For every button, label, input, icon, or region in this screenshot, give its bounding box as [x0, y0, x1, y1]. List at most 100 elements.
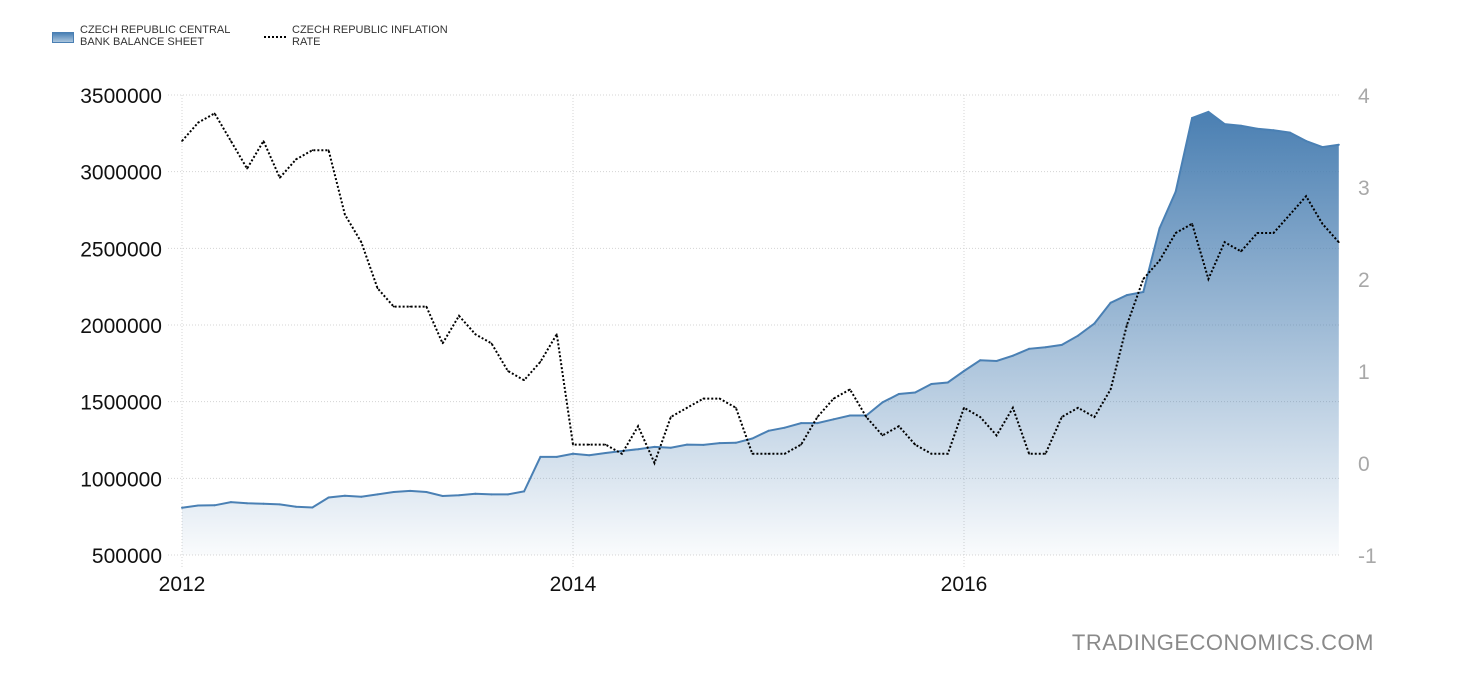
balance-sheet-point	[392, 491, 395, 493]
inflation-rate-point	[702, 397, 705, 400]
inflation-rate-point	[246, 167, 248, 170]
balance-sheet-point	[1223, 123, 1226, 126]
balance-sheet-point	[1240, 124, 1242, 127]
inflation-rate-point	[637, 425, 639, 428]
inflation-rate-point	[930, 453, 933, 455]
balance-sheet-point	[1272, 129, 1275, 132]
inflation-rate-point	[213, 112, 216, 115]
inflation-rate-point	[1012, 407, 1014, 409]
balance-sheet-point	[751, 437, 754, 440]
balance-sheet-point	[376, 493, 379, 496]
inflation-rate-point	[1338, 241, 1340, 243]
y-right-tick-label: 4	[1358, 85, 1370, 108]
inflation-rate-point	[767, 453, 770, 455]
inflation-rate-point	[979, 416, 981, 418]
inflation-rate-point	[653, 462, 656, 464]
balance-sheet-point	[539, 455, 542, 458]
legend-item-inflation-rate[interactable]: CZECH REPUBLIC INFLATION RATE	[264, 24, 462, 48]
balance-sheet-point	[1044, 346, 1047, 349]
balance-sheet-point	[311, 506, 314, 509]
inflation-rate-point	[686, 407, 688, 409]
balance-sheet-point	[800, 422, 803, 425]
inflation-rate-point	[963, 407, 965, 409]
balance-sheet-point	[1158, 227, 1161, 230]
inflation-rate-point	[1207, 278, 1210, 280]
y-right-tick-label: 1	[1358, 361, 1370, 384]
balance-sheet-point	[425, 491, 428, 493]
balance-sheet-point	[1174, 190, 1177, 193]
x-tick-label: 2014	[550, 573, 597, 596]
y-right-tick-label: 3	[1358, 177, 1370, 200]
balance-sheet-point	[637, 448, 640, 451]
inflation-rate-point	[865, 416, 868, 418]
inflation-rate-point	[181, 140, 183, 142]
x-tick-label: 2016	[941, 573, 988, 596]
balance-sheet-point	[360, 495, 363, 498]
inflation-rate-point	[1321, 223, 1324, 225]
inflation-rate-point	[947, 453, 949, 455]
inflation-rate-point	[441, 342, 444, 345]
x-tick-label: 2012	[159, 573, 206, 596]
inflation-rate-point	[751, 453, 754, 455]
inflation-rate-point	[898, 425, 900, 428]
balance-sheet-point	[686, 443, 688, 446]
balance-sheet-point	[197, 504, 200, 507]
inflation-rate-point	[1109, 388, 1112, 391]
balance-sheet-point	[278, 503, 281, 506]
balance-sheet-point	[1011, 354, 1014, 357]
inflation-rate-point	[1126, 324, 1128, 326]
balance-sheet-point	[653, 445, 656, 448]
balance-sheet-point	[767, 429, 770, 432]
legend-label-balance-sheet: CZECH REPUBLIC CENTRAL BANK BALANCE SHEE…	[80, 24, 230, 48]
balance-sheet-point	[881, 401, 884, 404]
inflation-rate-point	[1158, 259, 1161, 262]
y-left-tick-label: 2000000	[80, 315, 162, 338]
inflation-rate-point	[1142, 278, 1145, 280]
inflation-rate-point	[914, 443, 916, 446]
y-left-tick-label: 3000000	[80, 162, 162, 185]
y-left-tick-label: 1000000	[80, 468, 162, 491]
balance-sheet-point	[1077, 334, 1079, 337]
inflation-rate-point	[1028, 453, 1030, 455]
balance-sheet-point	[213, 504, 216, 507]
balance-sheet-point	[506, 493, 509, 496]
inflation-rate-point	[279, 177, 281, 179]
legend-label-inflation-rate: CZECH REPUBLIC INFLATION RATE	[292, 24, 448, 48]
inflation-rate-point	[816, 416, 819, 418]
inflation-rate-point	[800, 443, 802, 446]
inflation-rate-point	[360, 241, 363, 243]
balance-sheet-point	[1305, 140, 1308, 142]
balance-sheet-point	[1191, 117, 1194, 119]
inflation-rate-point	[1093, 416, 1096, 418]
inflation-rate-point	[458, 315, 460, 317]
inflation-rate-point	[262, 140, 265, 142]
inflation-rate-point	[832, 397, 835, 400]
inflation-rate-point	[1256, 232, 1259, 234]
inflation-rate-point	[490, 342, 493, 345]
balance-sheet-point	[327, 496, 330, 499]
balance-sheet-point	[1337, 143, 1340, 146]
balance-sheet-point	[1060, 343, 1063, 346]
balance-sheet-point	[572, 452, 574, 455]
balance-sheet-point	[734, 441, 737, 444]
balance-sheet-point	[620, 450, 623, 452]
balance-sheet-point	[1142, 291, 1145, 293]
balance-sheet-point	[718, 442, 721, 445]
inflation-rate-point	[425, 305, 428, 308]
balance-sheet-point	[490, 493, 493, 496]
balance-sheet-point	[441, 495, 444, 497]
inflation-rate-point	[783, 453, 786, 455]
inflation-rate-point	[1240, 250, 1242, 253]
inflation-rate-point	[1305, 195, 1307, 197]
balance-sheet-point	[1125, 294, 1128, 297]
legend-item-balance-sheet[interactable]: CZECH REPUBLIC CENTRAL BANK BALANCE SHEE…	[52, 24, 250, 48]
balance-sheet-line	[181, 110, 1339, 509]
balance-sheet-point	[1321, 146, 1324, 149]
inflation-rate-point	[572, 443, 574, 446]
inflation-rate-point	[230, 140, 232, 142]
balance-sheet-point	[979, 359, 982, 362]
legend-swatch-dotted-line	[264, 36, 286, 38]
inflation-rate-point	[735, 407, 737, 409]
inflation-rate-point	[392, 305, 395, 308]
inflation-rate-point	[1223, 241, 1226, 243]
